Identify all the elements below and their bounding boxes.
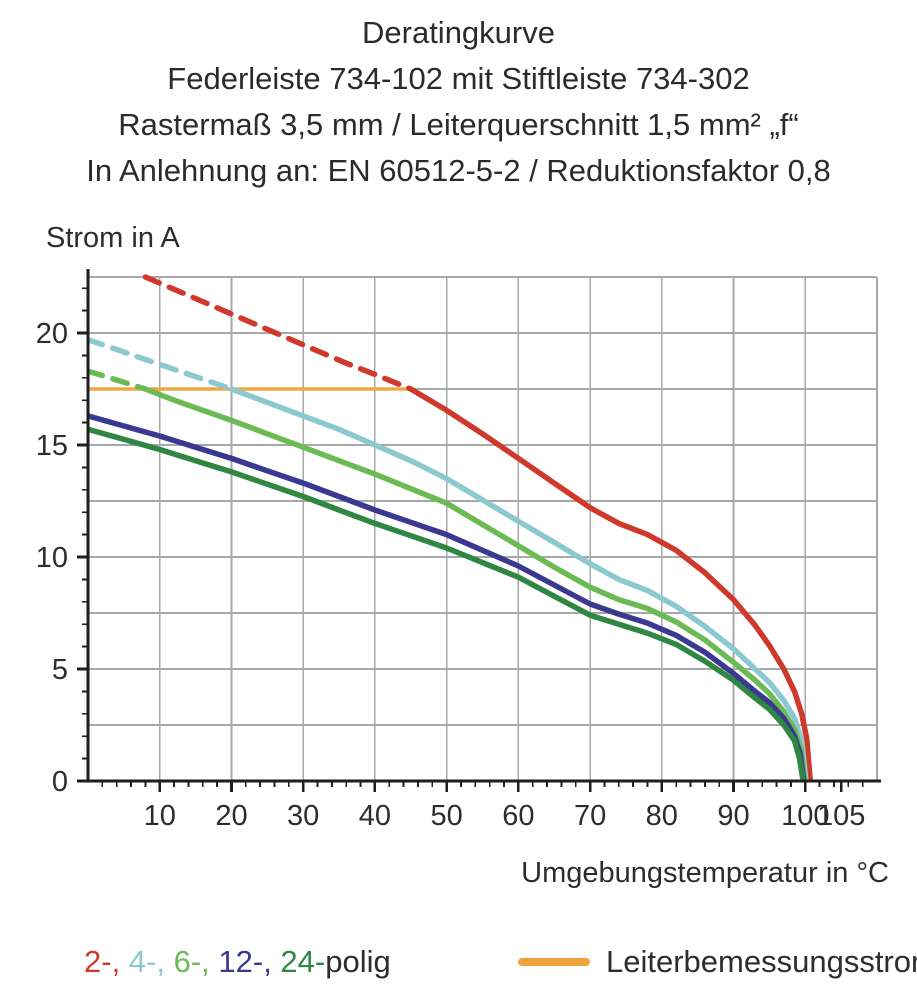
series-2-polig-solid	[408, 386, 814, 781]
x-tick-label-105: 105	[817, 800, 865, 832]
legend-pole-4: 4-,	[128, 944, 174, 979]
ticks	[77, 287, 864, 792]
grid	[88, 276, 878, 781]
x-tick-label-30: 30	[287, 800, 319, 832]
y-tick-label-5: 5	[52, 654, 68, 686]
x-tick-label-100: 100	[781, 800, 829, 832]
title-line-3: Rastermaß 3,5 mm / Leiterquerschnitt 1,5…	[118, 107, 799, 142]
legend-pole-6: 6-,	[173, 944, 219, 979]
title-line-2: Federleiste 734-102 mit Stiftleiste 734-…	[167, 61, 750, 96]
x-tick-label-60: 60	[502, 800, 534, 832]
y-axis-title: Strom in A	[46, 222, 180, 254]
x-tick-label-20: 20	[215, 800, 247, 832]
x-tick-label-70: 70	[574, 800, 606, 832]
y-tick-label-10: 10	[36, 542, 68, 574]
legend-pole-2: 2-,	[84, 944, 129, 979]
series-2-polig-dashed	[142, 274, 414, 392]
x-tick-label-80: 80	[646, 800, 678, 832]
title-line-4: In Anlehnung an: EN 60512-5-2 / Reduktio…	[86, 153, 831, 188]
rated-current-label: Leiterbemessungsstrom	[606, 944, 917, 979]
chart-title-block: Deratingkurve Federleiste 734-102 mit St…	[0, 10, 917, 194]
series-24-polig-solid	[88, 426, 806, 781]
series-12-polig-solid	[88, 413, 807, 781]
rated-current-legend: Leiterbemessungsstrom	[518, 944, 917, 980]
y-tick-label-0: 0	[52, 766, 68, 798]
x-tick-label-10: 10	[144, 800, 176, 832]
x-tick-label-90: 90	[717, 800, 749, 832]
poles-legend-suffix: polig	[325, 944, 391, 979]
y-tick-label-20: 20	[36, 318, 68, 350]
x-axis-title: Umgebungstemperatur in °C	[521, 857, 889, 889]
rated-current-swatch	[518, 958, 590, 966]
series-4-polig-solid	[228, 386, 809, 781]
x-tick-label-50: 50	[431, 800, 463, 832]
title-line-1: Deratingkurve	[362, 15, 555, 50]
y-tick-label-15: 15	[36, 430, 68, 462]
series-6-polig-solid	[142, 386, 808, 781]
series-6-polig-dashed	[88, 368, 149, 392]
legend-pole-12: 12-,	[218, 944, 281, 979]
x-tick-label-40: 40	[359, 800, 391, 832]
poles-legend-items: 2-, 4-, 6-, 12-, 24-	[84, 944, 325, 979]
series-4-polig-dashed	[88, 336, 235, 392]
legend-pole-24: 24-	[280, 944, 326, 979]
poles-legend: 2-, 4-, 6-, 12-, 24-polig	[84, 944, 391, 980]
series-group	[88, 274, 814, 781]
